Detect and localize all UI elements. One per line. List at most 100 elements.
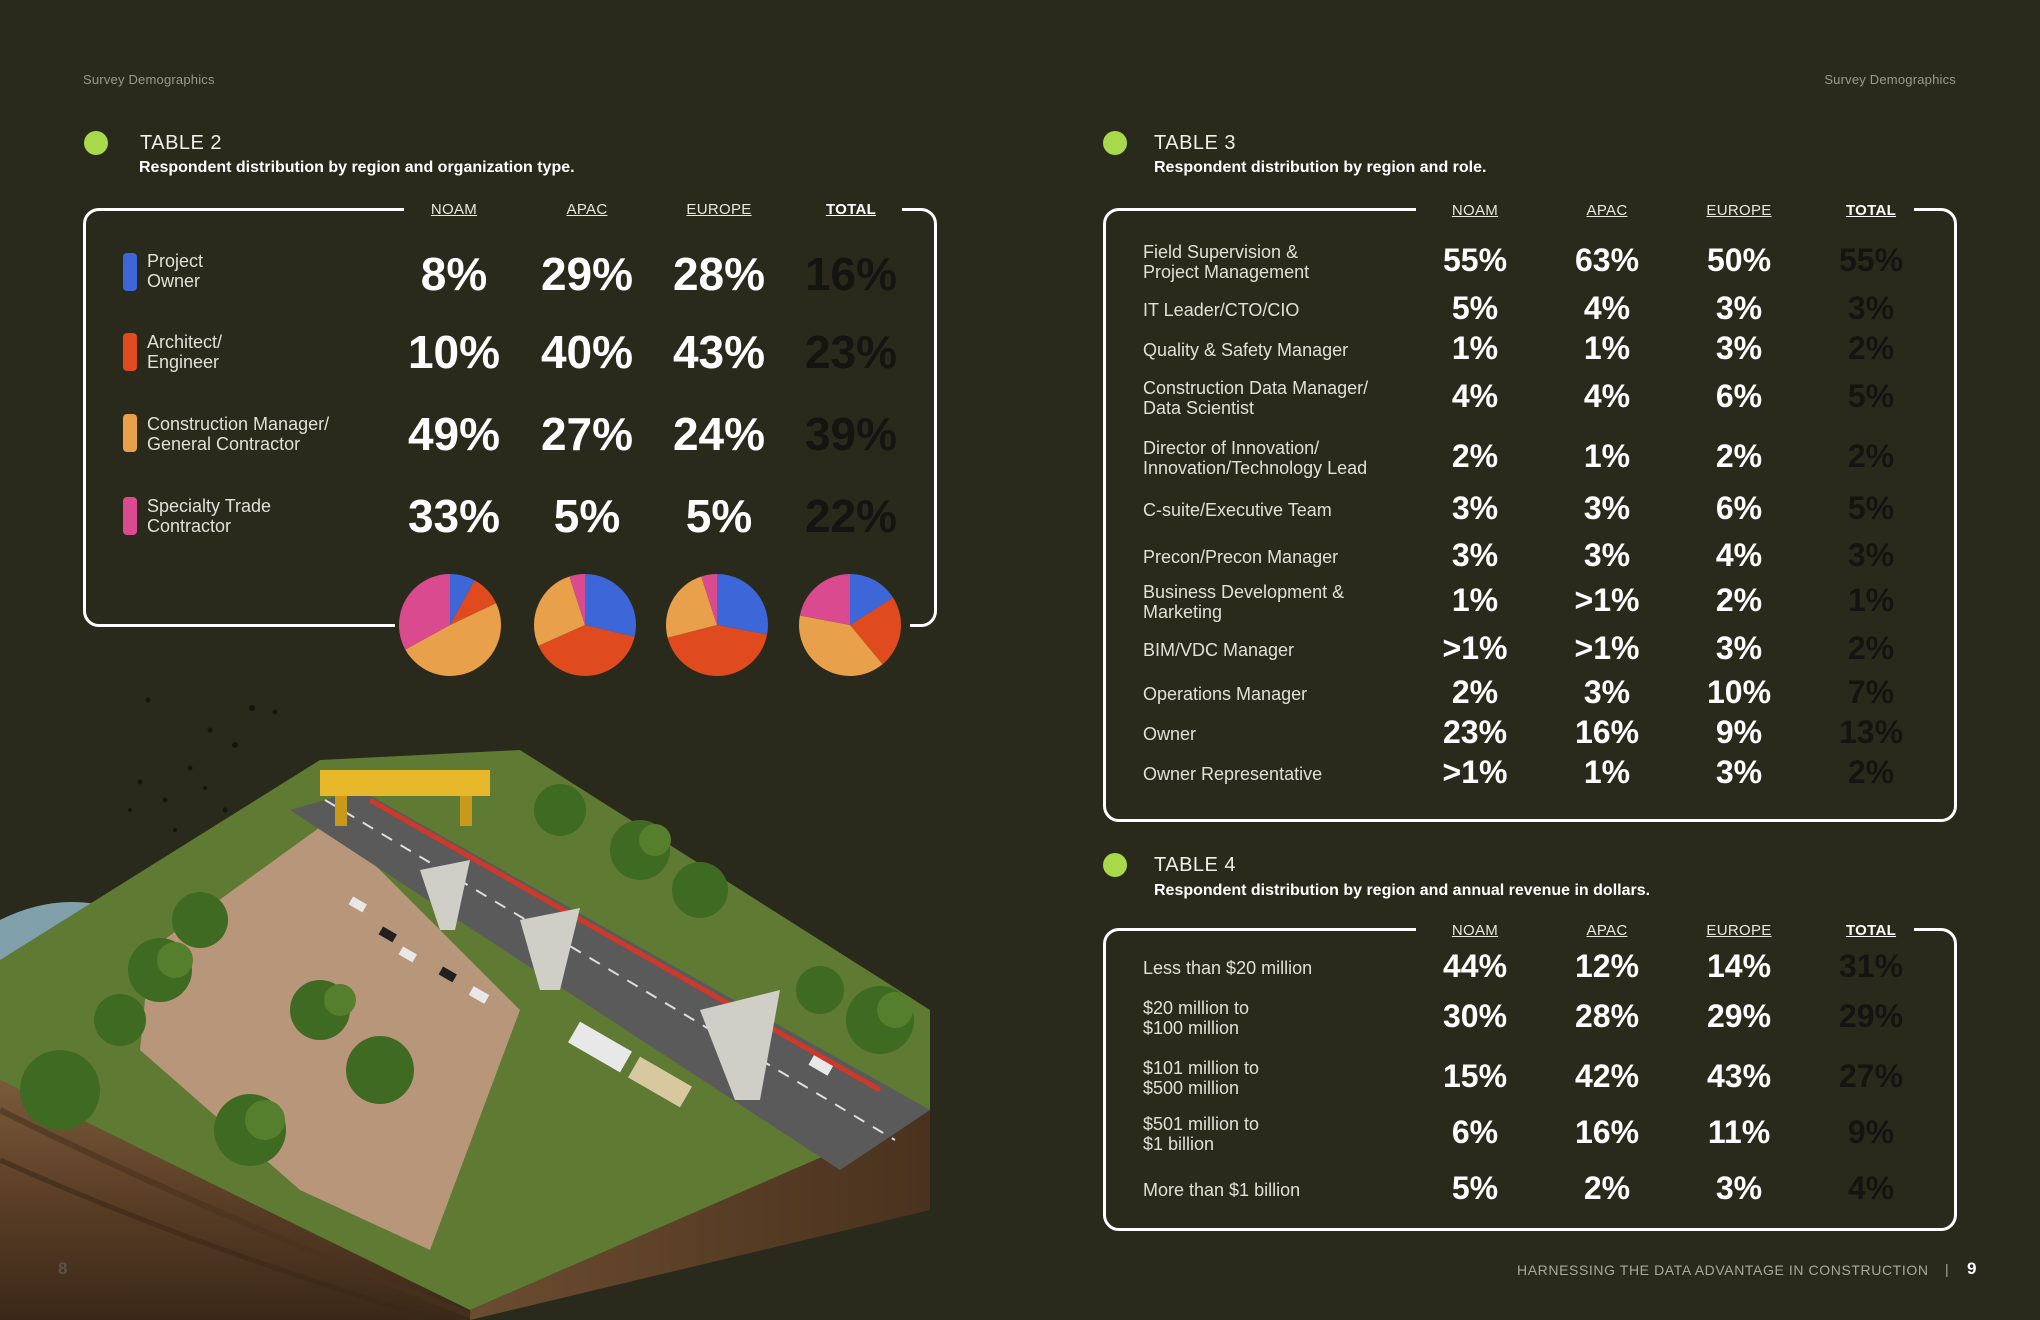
value-europe: 2%	[1715, 438, 1763, 474]
footer-title: HARNESSING THE DATA ADVANTAGE IN CONSTRU…	[1517, 1262, 1929, 1278]
left-header-label: Survey Demographics	[83, 72, 215, 87]
value-noam: 2%	[1451, 438, 1499, 474]
value-total: 39%	[804, 408, 898, 460]
pie-slice	[850, 574, 894, 625]
column-header-noam: NOAM	[1451, 202, 1499, 219]
value-europe: 6%	[1715, 490, 1763, 526]
value-noam: >1%	[1442, 754, 1508, 790]
value-apac: 4%	[1583, 290, 1631, 326]
value-europe: 3%	[1715, 290, 1763, 326]
value-apac: 4%	[1583, 378, 1631, 414]
row-label: Construction Data Manager/ Data Scientis…	[1143, 378, 1369, 418]
row-label: Specialty Trade Contractor	[147, 496, 272, 536]
column-header-apac: APAC	[566, 201, 608, 218]
pie-slice	[405, 603, 501, 676]
value-apac: 42%	[1574, 1058, 1640, 1094]
value-total: 23%	[804, 326, 898, 378]
pie-chart-apac	[534, 574, 636, 676]
value-apac: 1%	[1583, 330, 1631, 366]
row-label: Project Owner	[147, 251, 204, 291]
value-apac: 5%	[553, 490, 621, 542]
value-apac: 1%	[1583, 754, 1631, 790]
footer-separator: |	[1945, 1261, 1950, 1277]
value-total: 3%	[1847, 290, 1895, 326]
column-header-total: TOTAL	[825, 201, 877, 218]
value-total: 9%	[1847, 1114, 1895, 1150]
table3-subtitle: Respondent distribution by region and ro…	[1154, 159, 1487, 176]
pie-slice	[399, 574, 450, 650]
column-header-apac: APAC	[1586, 202, 1628, 219]
value-europe: 6%	[1715, 378, 1763, 414]
pie-slice	[799, 615, 883, 676]
value-noam: 1%	[1451, 330, 1499, 366]
row-label: $101 million to $500 million	[1143, 1058, 1260, 1098]
value-europe: 3%	[1715, 630, 1763, 666]
value-europe: 43%	[672, 326, 766, 378]
column-header-apac: APAC	[1586, 922, 1628, 939]
value-total: 2%	[1847, 330, 1895, 366]
table4-subtitle: Respondent distribution by region and an…	[1154, 882, 1651, 899]
table3-title: TABLE 3	[1154, 132, 1237, 154]
row-label: C-suite/Executive Team	[1143, 500, 1332, 520]
value-apac: >1%	[1574, 630, 1640, 666]
column-header-total: TOTAL	[1845, 922, 1897, 939]
value-noam: 49%	[407, 408, 501, 460]
value-total: 31%	[1838, 948, 1904, 984]
pie-slice	[850, 597, 901, 665]
right-page-number: 9	[1967, 1259, 1977, 1278]
value-apac: 27%	[540, 408, 634, 460]
pie-slice	[534, 576, 585, 646]
row-label: IT Leader/CTO/CIO	[1143, 300, 1300, 320]
value-noam: 55%	[1442, 242, 1508, 278]
value-noam: 8%	[420, 248, 488, 300]
value-noam: 5%	[1451, 290, 1499, 326]
row-label: Construction Manager/ General Contractor	[147, 414, 330, 454]
column-header-europe: EUROPE	[1706, 922, 1772, 939]
pie-slice	[667, 625, 768, 676]
value-total: 29%	[1838, 998, 1904, 1034]
value-apac: >1%	[1574, 582, 1640, 618]
value-apac: 29%	[540, 248, 634, 300]
value-europe: 11%	[1707, 1114, 1771, 1150]
value-noam: 30%	[1442, 998, 1508, 1034]
row-label: Owner Representative	[1143, 764, 1323, 784]
value-noam: 3%	[1451, 537, 1499, 573]
table2-title: TABLE 2	[140, 132, 223, 154]
value-noam: 44%	[1442, 948, 1508, 984]
pie-chart-europe	[666, 574, 768, 676]
pie-slice	[538, 625, 635, 676]
value-total: 1%	[1847, 582, 1895, 618]
value-europe: 3%	[1715, 1170, 1763, 1206]
row-label: Less than $20 million	[1143, 958, 1313, 978]
value-total: 3%	[1847, 537, 1895, 573]
column-header-noam: NOAM	[430, 201, 478, 218]
right-header-label: Survey Demographics	[1824, 72, 1956, 87]
value-europe: 3%	[1715, 330, 1763, 366]
value-noam: >1%	[1442, 630, 1508, 666]
pie-slice	[450, 574, 475, 625]
bird-flock	[128, 697, 278, 832]
value-europe: 4%	[1715, 537, 1763, 573]
value-noam: 10%	[407, 326, 501, 378]
value-apac: 40%	[540, 326, 634, 378]
value-apac: 16%	[1574, 1114, 1640, 1150]
value-total: 13%	[1838, 714, 1904, 750]
row-label: Field Supervision & Project Management	[1143, 242, 1310, 282]
value-noam: 3%	[1451, 490, 1499, 526]
row-label: Business Development & Marketing	[1143, 582, 1345, 622]
value-apac: 1%	[1583, 438, 1631, 474]
legend-swatch-architect-engineer	[123, 333, 137, 371]
value-europe: 9%	[1715, 714, 1763, 750]
value-total: 22%	[804, 490, 898, 542]
pie-slice	[569, 574, 585, 625]
pie-slice	[585, 574, 636, 637]
value-europe: 5%	[685, 490, 753, 542]
column-header-europe: EUROPE	[1706, 202, 1772, 219]
value-europe: 29%	[1706, 998, 1772, 1034]
column-header-europe: EUROPE	[686, 201, 752, 218]
value-total: 27%	[1838, 1058, 1904, 1094]
row-label: More than $1 billion	[1143, 1180, 1301, 1200]
highway-construction-illustration	[0, 697, 930, 1320]
value-noam: 33%	[407, 490, 501, 542]
value-total: 5%	[1847, 378, 1895, 414]
